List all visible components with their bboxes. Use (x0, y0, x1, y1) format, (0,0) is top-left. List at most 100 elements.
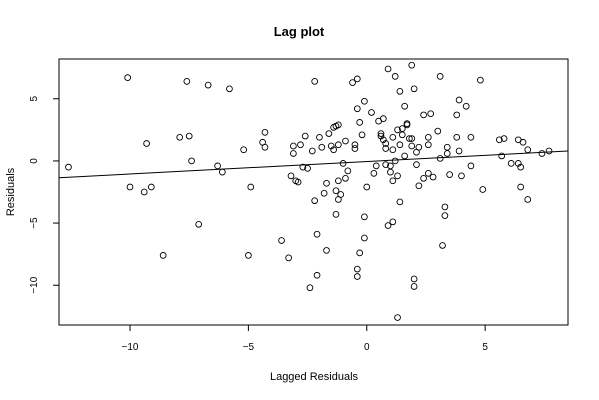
data-point (327, 142, 335, 150)
data-point (495, 136, 503, 144)
data-point (424, 170, 432, 177)
data-point (453, 111, 461, 119)
data-point (351, 145, 359, 152)
data-point (507, 160, 515, 167)
data-point (477, 76, 484, 84)
data-point (143, 140, 150, 147)
data-point (363, 183, 371, 191)
data-point (410, 275, 418, 283)
data-point (353, 265, 361, 273)
data-point (439, 242, 446, 249)
data-point (519, 138, 527, 146)
data-point (124, 74, 132, 81)
data-point (335, 177, 342, 185)
data-point (332, 187, 340, 195)
data-point (325, 130, 333, 137)
data-point (538, 150, 546, 157)
data-point (342, 174, 349, 182)
y-tick-label: −5 (29, 217, 40, 229)
data-point (377, 130, 385, 137)
data-point (353, 105, 361, 113)
data-point (313, 271, 321, 279)
y-tick-label: 0 (29, 158, 40, 164)
data-point (384, 65, 392, 73)
data-point (323, 179, 330, 187)
data-point (287, 172, 295, 180)
data-point (498, 152, 506, 160)
data-point (185, 132, 193, 140)
data-point (261, 143, 269, 151)
data-point (415, 143, 423, 151)
data-point (500, 135, 508, 142)
data-point (370, 170, 378, 177)
data-point (382, 140, 390, 147)
points-layer (65, 61, 553, 321)
chart-title: Lag plot (274, 24, 325, 39)
data-point (247, 183, 255, 191)
data-point (361, 213, 368, 221)
data-point (420, 174, 427, 182)
data-point (335, 141, 342, 149)
data-point (403, 120, 411, 127)
data-point (424, 141, 432, 149)
data-point (147, 183, 155, 191)
data-point (396, 198, 404, 206)
data-point (446, 171, 453, 178)
data-point (401, 152, 409, 160)
data-point (356, 249, 364, 257)
data-point (342, 137, 349, 145)
data-point (344, 167, 352, 175)
data-point (415, 182, 423, 190)
data-point (441, 203, 449, 211)
x-tick-label: 0 (364, 342, 370, 353)
data-point (356, 119, 364, 126)
data-point (443, 143, 451, 151)
data-point (301, 132, 309, 140)
y-tick-label: −10 (29, 276, 40, 293)
data-point (320, 189, 328, 197)
data-point (306, 284, 314, 292)
data-point (353, 273, 361, 280)
data-point (318, 143, 326, 151)
data-point (337, 191, 345, 198)
data-point (408, 142, 416, 150)
data-point (391, 73, 399, 80)
data-point (311, 78, 319, 85)
data-point (304, 165, 311, 172)
data-point (413, 161, 420, 169)
data-point (391, 157, 399, 165)
data-point (427, 110, 435, 118)
data-point (290, 150, 297, 157)
data-point (349, 79, 356, 86)
data-point (361, 234, 368, 242)
data-point (294, 178, 302, 186)
data-point (372, 162, 380, 170)
data-point (462, 102, 470, 110)
data-point (406, 135, 413, 142)
data-point (226, 85, 233, 93)
data-point (434, 127, 442, 135)
y-axis: −10 −5 0 5 (29, 96, 59, 294)
plot-frame (58, 58, 569, 326)
data-point (401, 102, 409, 110)
data-point (297, 141, 304, 149)
data-point (285, 254, 292, 262)
data-point (394, 126, 401, 134)
data-point (389, 146, 397, 154)
data-point (453, 133, 461, 141)
data-point (361, 97, 368, 105)
data-point (339, 160, 347, 167)
x-tick-label: −5 (243, 342, 255, 353)
data-point (368, 109, 375, 116)
data-point (420, 111, 427, 119)
x-tick-label: −10 (122, 342, 139, 353)
data-point (159, 252, 167, 259)
data-point (389, 133, 397, 141)
data-point (323, 247, 330, 254)
data-point (188, 157, 195, 165)
data-point (436, 155, 444, 162)
data-point (382, 161, 390, 169)
data-point (382, 145, 390, 152)
